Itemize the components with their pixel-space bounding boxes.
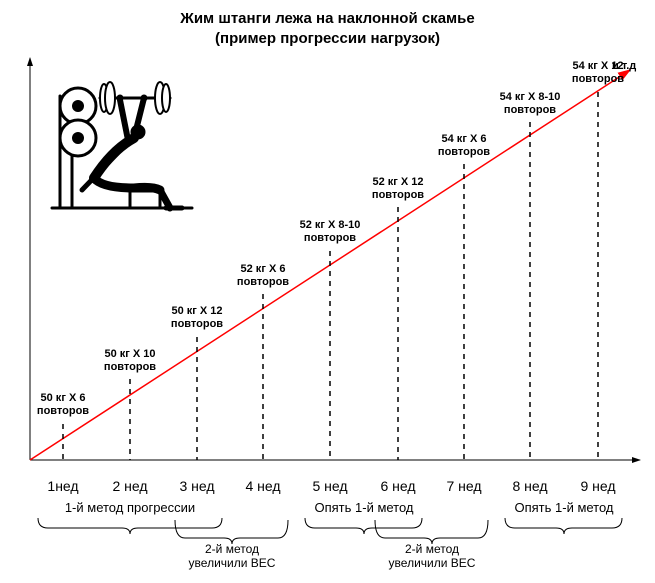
week-3-xlabel: 3 нед (179, 478, 214, 494)
week-5-xlabel: 5 нед (312, 478, 347, 494)
week-4-data-label: 52 кг Х 6повторов (237, 263, 289, 288)
week-5-data-label: 52 кг Х 8-10повторов (300, 219, 361, 244)
title-line-2: (пример прогрессии нагрузок) (0, 30, 655, 47)
etc-label: и т.д (612, 60, 636, 72)
exercise-illustration (42, 78, 202, 223)
week-4-xlabel: 4 нед (245, 478, 280, 494)
chart-container: Жим штанги лежа на наклонной скамье (при… (0, 0, 655, 583)
method1-group-2-label: Опять 1-й метод (314, 500, 413, 515)
week-1-xlabel: 1нед (47, 478, 78, 494)
week-9-xlabel: 9 нед (580, 478, 615, 494)
method2-group-1-label: 2-й методувеличили ВЕС (189, 542, 276, 571)
week-6-xlabel: 6 нед (380, 478, 415, 494)
week-3-data-label: 50 кг Х 12повторов (171, 305, 223, 330)
week-1-data-label: 50 кг Х 6повторов (37, 392, 89, 417)
week-2-xlabel: 2 нед (112, 478, 147, 494)
week-2-data-label: 50 кг Х 10повторов (104, 348, 156, 373)
method1-group-3-label: Опять 1-й метод (514, 500, 613, 515)
week-7-data-label: 54 кг Х 6повторов (438, 133, 490, 158)
method1-group-1-label: 1-й метод прогрессии (65, 500, 195, 515)
week-6-data-label: 52 кг Х 12повторов (372, 176, 424, 201)
week-8-xlabel: 8 нед (512, 478, 547, 494)
week-8-data-label: 54 кг Х 8-10повторов (500, 91, 561, 116)
week-7-xlabel: 7 нед (446, 478, 481, 494)
method2-group-2-label: 2-й методувеличили ВЕС (389, 542, 476, 571)
title-line-1: Жим штанги лежа на наклонной скамье (0, 10, 655, 27)
